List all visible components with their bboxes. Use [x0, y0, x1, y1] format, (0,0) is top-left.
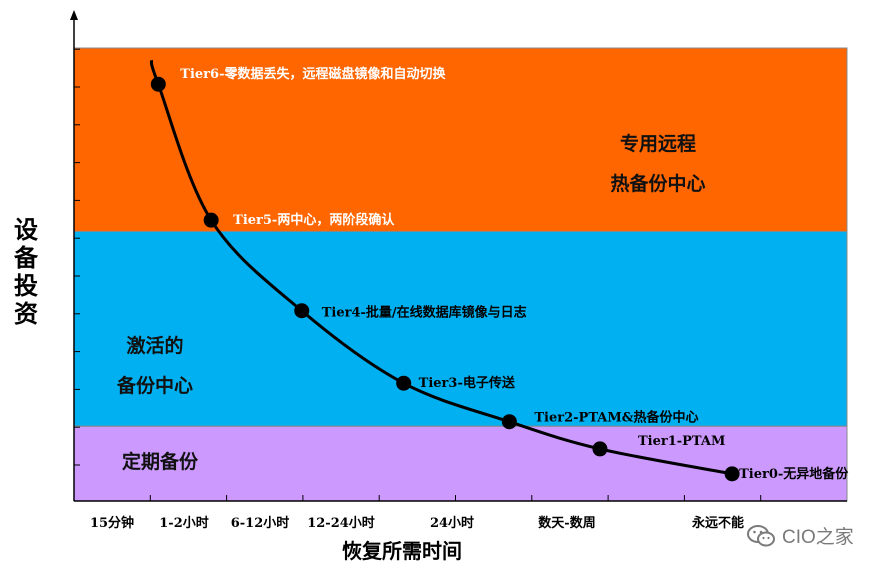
x-ticks: 15分钟 1-2小时 6-12小时 12-24小时 24小时 数天-数周 永远不能: [90, 495, 762, 531]
band-label: 专用远程: [620, 132, 696, 155]
x-axis-title: 恢复所需时间: [342, 539, 462, 563]
data-label: Tier1-PTAM: [638, 434, 725, 449]
data-point: [592, 441, 608, 457]
x-tick-label: 24小时: [430, 515, 474, 531]
x-tick-label: 永远不能: [691, 515, 744, 531]
y-axis-arrow: [70, 10, 78, 20]
band-1: [73, 230, 848, 427]
x-tick-label: 1-2小时: [159, 515, 209, 531]
data-point: [396, 375, 412, 391]
x-tick-label: 数天-数周: [538, 515, 595, 531]
data-point: [294, 303, 310, 319]
data-label: Tier4-批量/在线数据库镜像与日志: [322, 305, 527, 321]
data-point: [724, 466, 740, 482]
data-label: Tier5-两中心，两阶段确认: [233, 212, 395, 228]
data-point: [150, 76, 166, 92]
y-axis-title-char: 资: [14, 300, 38, 328]
y-axis-title-char: 设: [14, 216, 38, 244]
watermark: CIO之家: [746, 522, 854, 549]
band-label: 备份中心: [116, 374, 193, 397]
x-tick-label: 12-24小时: [307, 515, 375, 531]
x-tick-label: 6-12小时: [231, 515, 290, 531]
band-label: 激活的: [126, 334, 183, 357]
y-axis-title-char: 投: [14, 272, 38, 300]
data-points: Tier6-零数据丢失，远程磁盘镜像和自动切换 Tier5-两中心，两阶段确认 Ti…: [150, 66, 849, 482]
data-point: [501, 414, 517, 430]
band-2: [73, 425, 848, 502]
band-0: [73, 47, 848, 232]
x-tick-label: 15分钟: [90, 515, 134, 531]
data-label: Tier3-电子传送: [419, 375, 516, 391]
band-label: 热备份中心: [610, 172, 705, 195]
data-label: Tier0-无异地备份: [739, 466, 849, 482]
y-axis-title-char: 备: [13, 244, 39, 272]
y-ticks: [74, 48, 80, 466]
band-label: 定期备份: [122, 450, 199, 473]
data-point: [203, 212, 219, 228]
data-label: Tier2-PTAM&热备份中心: [534, 410, 698, 426]
data-label: Tier6-零数据丢失，远程磁盘镜像和自动切换: [180, 66, 446, 82]
watermark-text: CIO之家: [782, 527, 854, 548]
axes: [70, 10, 847, 502]
wechat-icon: [747, 524, 775, 546]
